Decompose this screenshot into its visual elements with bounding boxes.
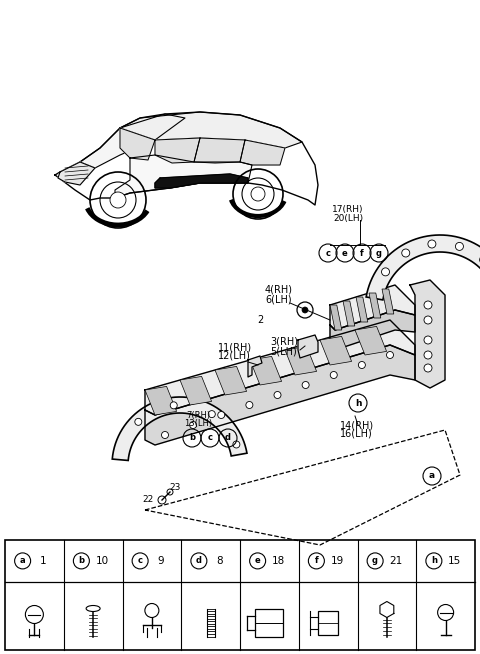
Circle shape (251, 187, 265, 201)
Polygon shape (145, 345, 415, 445)
Polygon shape (366, 235, 480, 300)
Text: 4(RH): 4(RH) (265, 285, 293, 295)
Text: d: d (196, 557, 202, 566)
Polygon shape (115, 155, 252, 198)
Text: 8: 8 (216, 556, 223, 566)
Text: 18: 18 (272, 556, 285, 566)
Circle shape (424, 351, 432, 359)
Polygon shape (194, 138, 245, 163)
Text: 6(LH): 6(LH) (265, 294, 292, 304)
Circle shape (274, 392, 281, 398)
Polygon shape (369, 293, 381, 318)
Polygon shape (155, 174, 248, 188)
Circle shape (424, 301, 432, 309)
Polygon shape (298, 335, 318, 358)
Polygon shape (248, 356, 262, 377)
Text: f: f (314, 557, 318, 566)
Text: 9: 9 (157, 556, 164, 566)
Text: 16(LH): 16(LH) (340, 429, 373, 439)
Text: b: b (189, 434, 195, 443)
Circle shape (359, 362, 365, 368)
Text: b: b (78, 557, 84, 566)
Polygon shape (145, 387, 177, 415)
Text: 10: 10 (96, 556, 108, 566)
Polygon shape (330, 305, 342, 330)
Text: h: h (355, 398, 361, 407)
Text: 7(RH): 7(RH) (186, 411, 210, 420)
Circle shape (424, 364, 432, 372)
Circle shape (170, 402, 177, 409)
Polygon shape (120, 112, 302, 148)
Polygon shape (320, 336, 351, 365)
Circle shape (424, 316, 432, 324)
Circle shape (190, 421, 197, 428)
Polygon shape (355, 326, 386, 355)
Text: g: g (376, 249, 382, 258)
Text: c: c (325, 249, 331, 258)
Text: 12(LH): 12(LH) (218, 351, 251, 361)
Polygon shape (145, 320, 415, 415)
Text: 19: 19 (330, 556, 344, 566)
Text: f: f (360, 249, 364, 258)
Text: g: g (372, 557, 378, 566)
Circle shape (424, 336, 432, 344)
Text: 23: 23 (169, 483, 180, 492)
Circle shape (428, 240, 436, 248)
Polygon shape (410, 280, 445, 388)
Circle shape (456, 243, 464, 250)
Circle shape (302, 381, 309, 388)
Polygon shape (80, 114, 185, 168)
Circle shape (402, 249, 410, 257)
Text: 13(LH): 13(LH) (184, 419, 212, 428)
Circle shape (382, 268, 390, 276)
Text: e: e (255, 557, 261, 566)
Text: 11(RH): 11(RH) (218, 342, 252, 352)
Polygon shape (250, 356, 282, 385)
Text: 17(RH): 17(RH) (332, 205, 364, 214)
Text: 1: 1 (40, 556, 47, 566)
Text: e: e (342, 249, 348, 258)
Text: c: c (207, 434, 213, 443)
Polygon shape (58, 162, 95, 185)
Circle shape (233, 441, 240, 448)
Circle shape (161, 432, 168, 438)
Text: a: a (429, 472, 435, 481)
Polygon shape (382, 289, 394, 314)
Circle shape (135, 419, 142, 425)
Text: 14(RH): 14(RH) (340, 420, 374, 430)
Circle shape (246, 402, 253, 409)
Text: h: h (431, 557, 437, 566)
Text: 3(RH): 3(RH) (270, 337, 298, 347)
Text: d: d (225, 434, 231, 443)
Polygon shape (356, 297, 368, 322)
Polygon shape (215, 366, 247, 395)
Polygon shape (180, 377, 212, 405)
Bar (318, 610, 338, 634)
Text: 2: 2 (257, 315, 263, 325)
Circle shape (218, 411, 225, 419)
Polygon shape (155, 138, 200, 163)
Circle shape (330, 371, 337, 379)
Bar (255, 608, 283, 636)
Text: 15: 15 (448, 556, 461, 566)
Text: 22: 22 (143, 495, 154, 504)
Text: a: a (20, 557, 25, 566)
Text: 21: 21 (389, 556, 402, 566)
Polygon shape (330, 285, 415, 330)
Polygon shape (112, 397, 247, 460)
Text: c: c (138, 557, 143, 566)
Text: 5(LH): 5(LH) (270, 346, 297, 356)
Circle shape (386, 351, 394, 358)
Circle shape (208, 411, 216, 418)
Circle shape (110, 192, 126, 208)
Circle shape (302, 307, 308, 313)
Polygon shape (343, 301, 355, 326)
Polygon shape (120, 128, 155, 160)
Polygon shape (240, 140, 285, 165)
Bar (5, 540, 475, 650)
Text: 20(LH): 20(LH) (333, 214, 363, 223)
Polygon shape (285, 347, 317, 375)
Polygon shape (330, 310, 415, 350)
